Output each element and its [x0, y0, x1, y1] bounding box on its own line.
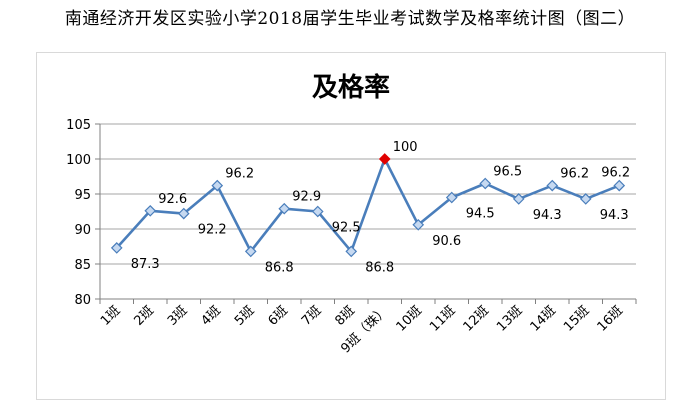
x-tick-label: 7班 [299, 303, 325, 329]
data-label: 94.3 [600, 208, 629, 223]
data-point [579, 193, 592, 205]
data-markers [110, 153, 626, 258]
series-line-path [115, 157, 620, 253]
data-point [613, 179, 626, 192]
y-tick-label: 100 [66, 153, 91, 168]
data-point [412, 218, 425, 231]
axes [95, 123, 637, 304]
x-tick-label: 12班 [461, 303, 492, 334]
x-tick-label: 6班 [265, 303, 291, 329]
x-tick-label: 14班 [528, 303, 559, 334]
x-tick-label: 15班 [561, 303, 592, 334]
data-label: 90.6 [432, 234, 461, 249]
y-tick-label: 80 [74, 293, 91, 308]
series-line [115, 157, 620, 253]
data-label: 92.2 [198, 223, 227, 238]
x-tick-label: 2班 [131, 303, 157, 329]
data-point [311, 205, 324, 218]
data-label: 92.6 [158, 192, 187, 207]
data-label: 96.5 [493, 165, 522, 180]
y-tick-label: 90 [74, 223, 91, 238]
y-tick-label: 105 [66, 118, 91, 133]
x-tick-label: 3班 [165, 303, 191, 329]
data-point [177, 207, 190, 220]
page-heading: 南通经济开发区实验小学2018届学生毕业考试数学及格率统计图（图二） [64, 9, 636, 29]
y-tick-label: 95 [74, 188, 91, 203]
data-point [211, 179, 224, 192]
data-point [512, 193, 525, 205]
data-label: 92.9 [292, 190, 321, 205]
data-labels: 87.3 92.6 92.2 96.2 86.8 92.9 92.5 86.8 100 90.6 9… [131, 140, 630, 275]
data-point [479, 177, 492, 190]
chart-frame [36, 52, 666, 400]
x-tick-label: 1班 [98, 303, 124, 329]
x-tick-label: 16班 [595, 303, 626, 334]
data-point [244, 245, 257, 258]
data-point [546, 179, 559, 192]
x-tick-label: 8班 [332, 303, 358, 329]
data-label: 96.2 [601, 166, 630, 181]
data-label: 100 [393, 140, 418, 155]
x-tick-label: 4班 [198, 303, 224, 329]
data-label: 96.2 [560, 167, 589, 182]
data-point [278, 202, 291, 215]
data-label: 92.5 [332, 221, 361, 236]
data-label: 96.2 [225, 167, 254, 182]
y-tick-labels: 80 85 90 95 100 105 [66, 118, 91, 308]
data-point [110, 242, 123, 254]
data-label: 87.3 [131, 257, 160, 272]
x-tick-label: 11班 [427, 303, 458, 334]
data-label: 86.8 [265, 260, 294, 275]
data-label: 94.5 [466, 207, 495, 222]
data-label: 94.3 [533, 208, 562, 223]
data-label: 86.8 [365, 260, 394, 275]
data-point [445, 191, 458, 204]
data-point [345, 245, 358, 258]
x-tick-label: 13班 [494, 303, 525, 334]
data-point [144, 204, 157, 217]
y-tick-label: 85 [74, 258, 91, 273]
x-tick-label: 5班 [232, 303, 258, 329]
x-tick-label: 10班 [394, 303, 425, 334]
chart-title: 及格率 [312, 72, 390, 103]
data-point [378, 153, 391, 165]
